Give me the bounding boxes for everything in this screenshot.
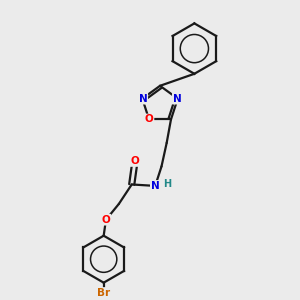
Text: O: O	[130, 156, 139, 166]
Text: H: H	[163, 179, 171, 190]
Text: Br: Br	[97, 288, 110, 298]
Text: N: N	[139, 94, 147, 104]
Text: O: O	[102, 215, 110, 225]
Text: O: O	[145, 115, 154, 124]
Text: N: N	[173, 94, 182, 104]
Text: N: N	[151, 181, 160, 191]
